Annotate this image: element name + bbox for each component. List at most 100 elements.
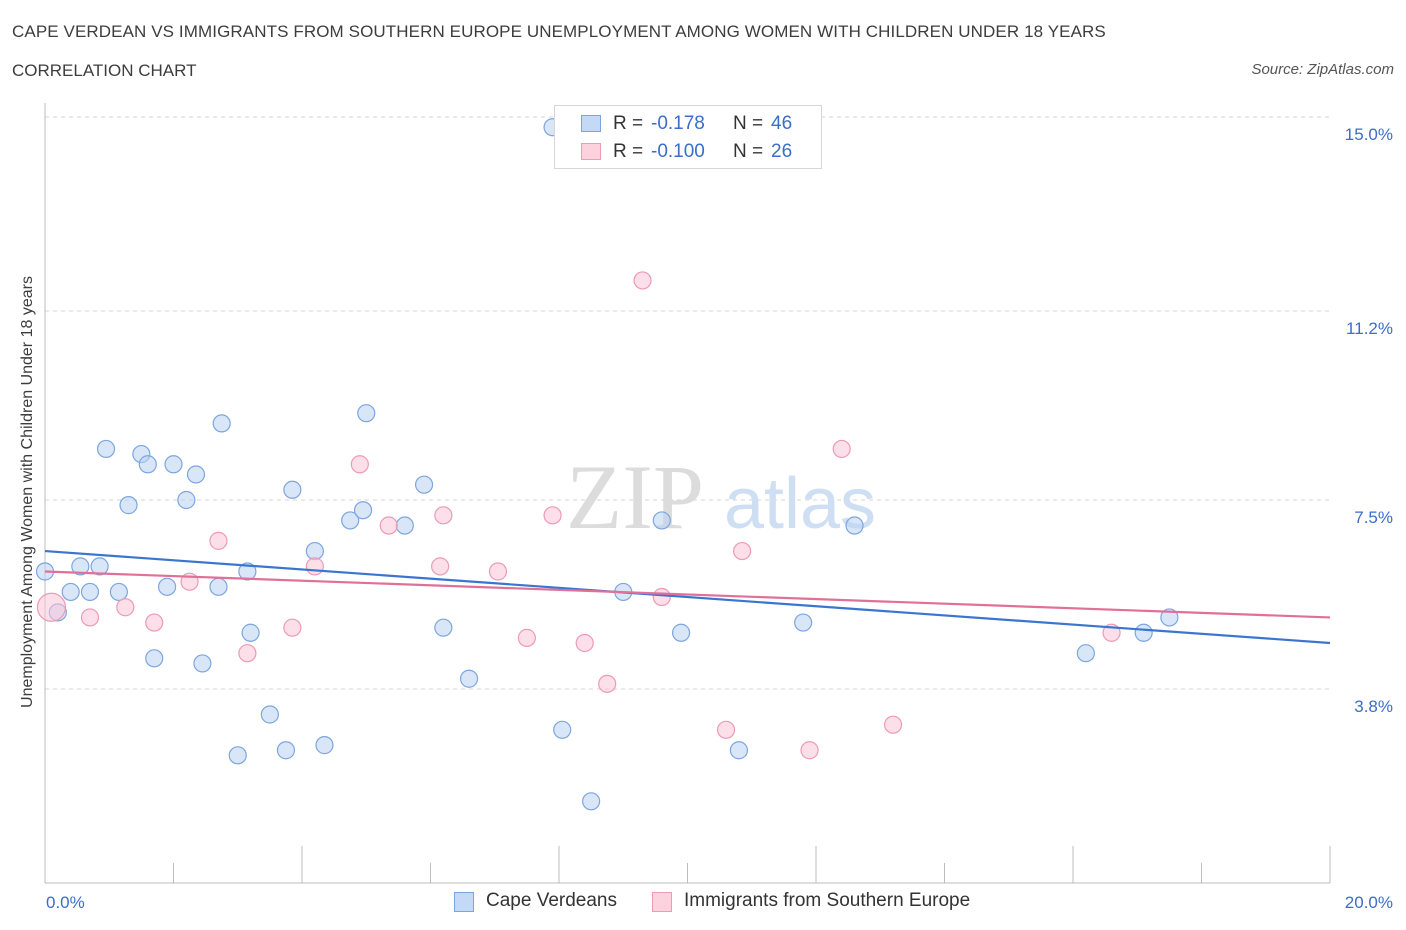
cape-verdean-point bbox=[209, 577, 228, 596]
cape-verdean-point bbox=[794, 613, 813, 632]
legend-swatch-pink bbox=[581, 143, 601, 160]
points-layer bbox=[35, 118, 1179, 811]
cape-verdean-point bbox=[157, 577, 177, 596]
cape-verdean-trendline bbox=[44, 549, 1331, 645]
ticklabel-layer: 3.8% 7.5% 11.2% 15.0% 0.0% 20.0% bbox=[46, 125, 1393, 912]
cape-verdean-point bbox=[315, 736, 334, 755]
x-tick-label: 20.0% bbox=[1345, 893, 1393, 912]
cape-verdean-point bbox=[395, 516, 414, 535]
southern-europe-point bbox=[517, 628, 536, 647]
y-tick-label: 15.0% bbox=[1345, 125, 1393, 144]
cape-verdean-point bbox=[71, 557, 90, 576]
cape-verdean-point bbox=[241, 623, 260, 642]
cape-verdean-point bbox=[260, 705, 279, 724]
cape-verdean-point bbox=[90, 557, 109, 576]
cape-verdean-point bbox=[145, 649, 164, 668]
southern-europe-point bbox=[800, 741, 819, 760]
southern-europe-point bbox=[431, 557, 450, 576]
cape-verdean-point bbox=[177, 490, 196, 510]
southern-europe-point bbox=[633, 271, 652, 290]
cape-verdean-point bbox=[283, 480, 302, 499]
cape-verdean-point bbox=[119, 496, 138, 515]
y-tick-label: 3.8% bbox=[1354, 697, 1393, 716]
southern-europe-point bbox=[80, 608, 100, 627]
cape-verdean-point bbox=[671, 623, 691, 642]
cape-verdean-point bbox=[414, 475, 434, 494]
legend-r-label: R = bbox=[613, 141, 644, 162]
cape-verdean-point bbox=[845, 516, 864, 535]
cape-verdean-point bbox=[96, 439, 116, 459]
cape-verdean-point bbox=[193, 654, 212, 673]
chart-title: CAPE VERDEAN VS IMMIGRANTS FROM SOUTHERN… bbox=[12, 22, 1106, 41]
southern-europe-point bbox=[832, 439, 851, 459]
cape-verdean-point bbox=[164, 455, 183, 474]
cape-verdean-point bbox=[238, 562, 257, 581]
southern-europe-point bbox=[145, 613, 164, 632]
axis-layer bbox=[44, 103, 1331, 884]
legend-label: Cape Verdeans bbox=[486, 890, 617, 911]
legend-row-cape-verdeans: R = -0.178 N = 46 bbox=[555, 110, 821, 138]
cape-verdean-point bbox=[276, 741, 296, 760]
southern-europe-point bbox=[238, 644, 257, 663]
southern-europe-point bbox=[283, 618, 302, 637]
cape-verdean-point bbox=[434, 618, 453, 637]
southern-europe-point bbox=[652, 587, 671, 607]
legend-swatch-blue bbox=[581, 115, 601, 132]
southern-europe-point bbox=[488, 562, 508, 581]
legend-r-label: R = bbox=[613, 113, 644, 134]
legend-swatch-pink bbox=[652, 892, 672, 912]
cape-verdean-point bbox=[61, 582, 80, 602]
southern-europe-point bbox=[36, 592, 67, 622]
series-legend: Cape Verdeans Immigrants from Southern E… bbox=[0, 889, 1406, 917]
cape-verdean-point bbox=[1160, 608, 1179, 627]
y-tick-label: 11.2% bbox=[1346, 319, 1393, 338]
southern-europe-point bbox=[543, 506, 562, 525]
southern-europe-point bbox=[305, 557, 324, 576]
y-axis-label: Unemployment Among Women with Children U… bbox=[19, 276, 36, 708]
grid-layer bbox=[45, 116, 1330, 690]
y-tick-label: 7.5% bbox=[1354, 508, 1393, 527]
southern-europe-point bbox=[116, 598, 135, 617]
watermark-zip: ZIP bbox=[566, 446, 704, 548]
legend-n-value: 46 bbox=[771, 113, 793, 134]
cape-verdean-point bbox=[353, 501, 373, 520]
southern-europe-point bbox=[716, 720, 736, 739]
cape-verdean-point bbox=[80, 582, 100, 602]
legend-row-southern-europe: R = -0.100 N = 26 bbox=[555, 138, 821, 166]
legend-n-value: 26 bbox=[771, 141, 793, 162]
southern-europe-trendline bbox=[44, 570, 1331, 619]
trend-layer bbox=[44, 549, 1331, 645]
legend-n-label: N = bbox=[733, 113, 764, 134]
cape-verdean-point bbox=[582, 792, 601, 811]
cape-verdean-point bbox=[729, 741, 749, 760]
southern-europe-point bbox=[350, 455, 369, 474]
legend-n-label: N = bbox=[733, 141, 764, 162]
cape-verdean-point bbox=[1076, 644, 1095, 663]
cape-verdean-point bbox=[109, 582, 128, 602]
cape-verdean-point bbox=[138, 455, 157, 474]
cape-verdean-point bbox=[652, 511, 671, 530]
southern-europe-point bbox=[598, 674, 617, 693]
legend-r-value: -0.100 bbox=[651, 141, 705, 162]
correlation-legend: R = -0.178 N = 46 R = -0.100 N = 26 bbox=[554, 105, 822, 169]
x-tick-label: 0.0% bbox=[46, 893, 85, 912]
southern-europe-point bbox=[575, 633, 594, 653]
southern-europe-point bbox=[883, 715, 903, 734]
chart-subtitle: CORRELATION CHART bbox=[12, 61, 197, 80]
source-label: Source: ZipAtlas.com bbox=[1251, 61, 1394, 78]
cape-verdean-point bbox=[553, 720, 572, 739]
cape-verdean-point bbox=[1134, 623, 1153, 642]
cape-verdean-point bbox=[212, 414, 231, 433]
cape-verdean-point bbox=[228, 746, 247, 765]
cape-verdean-point bbox=[305, 541, 324, 561]
cape-verdean-point bbox=[357, 404, 376, 423]
southern-europe-point bbox=[379, 516, 398, 535]
southern-europe-point bbox=[209, 531, 228, 550]
legend-swatch-blue bbox=[454, 892, 474, 912]
cape-verdean-point bbox=[186, 465, 206, 484]
legend-r-value: -0.178 bbox=[651, 113, 705, 134]
cape-verdean-point bbox=[459, 669, 479, 688]
southern-europe-point bbox=[733, 541, 752, 561]
southern-europe-point bbox=[434, 506, 453, 525]
